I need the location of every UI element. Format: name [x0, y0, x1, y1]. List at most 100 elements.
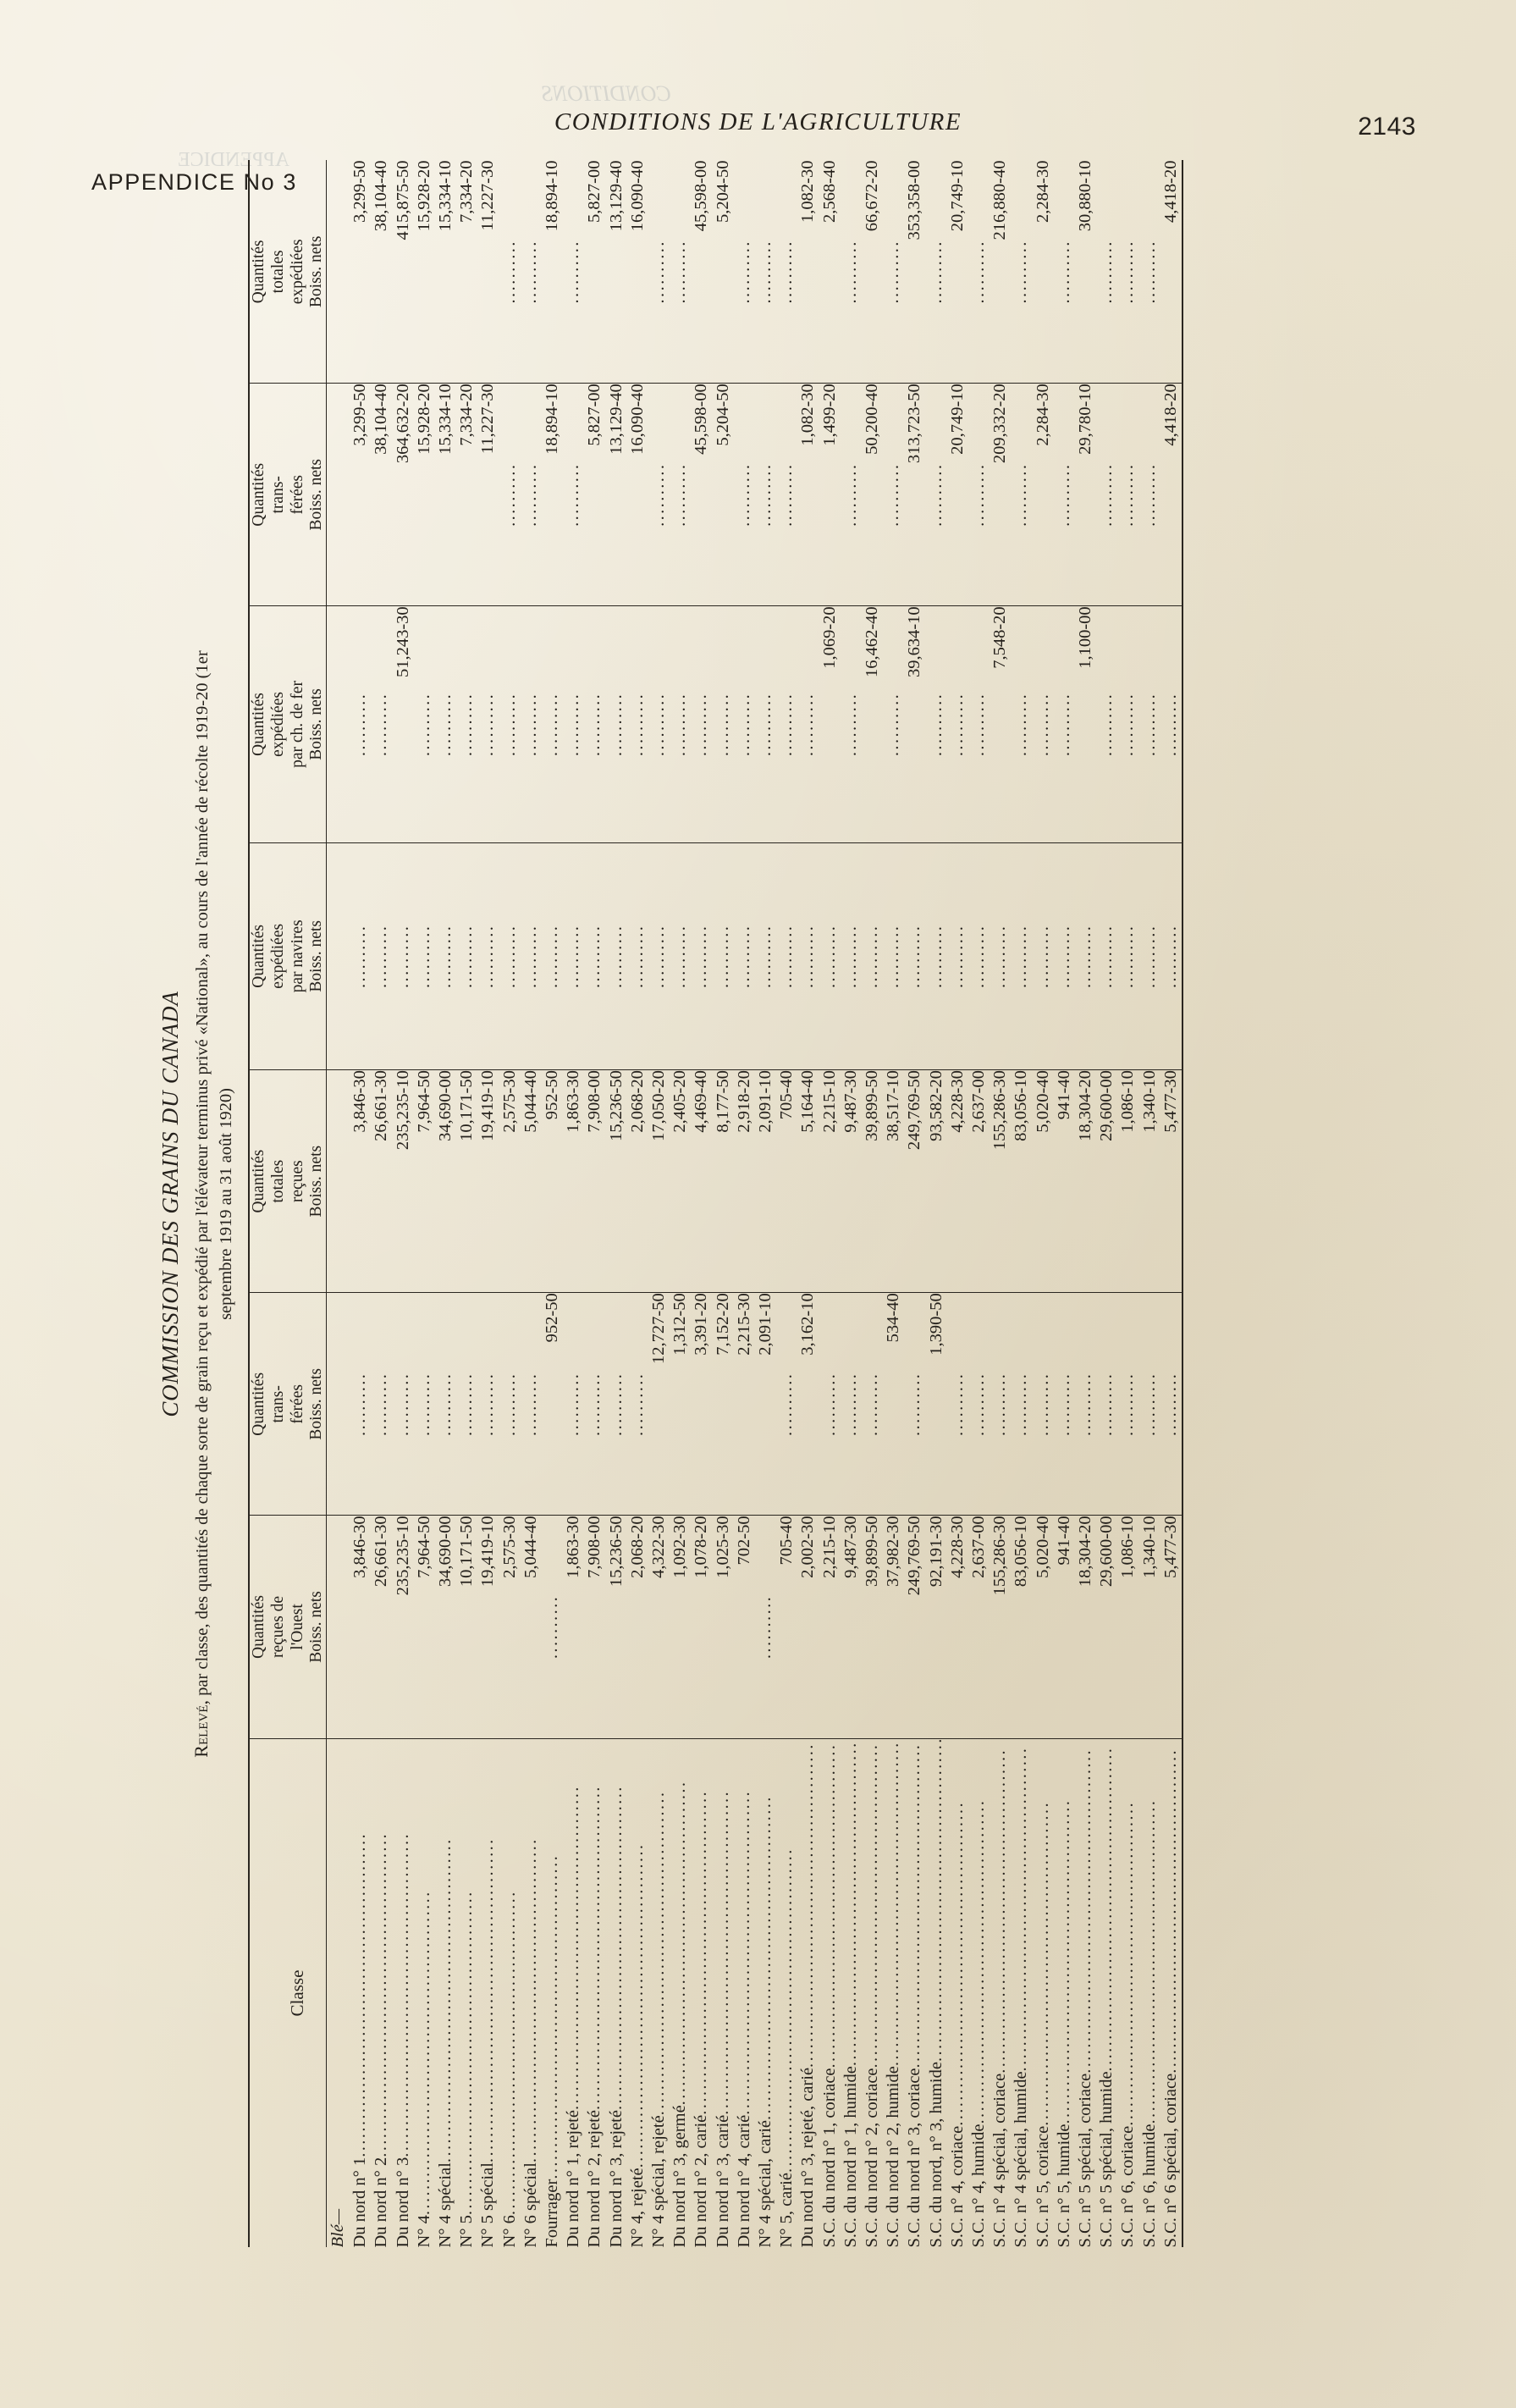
cell-transferees_out: 38,104-40 — [370, 383, 393, 606]
cell-empty-totales_exp: .......... — [648, 160, 670, 384]
table-title: COMMISSION DES GRAINS DU CANADA — [157, 991, 183, 1417]
cell-empty-transferees_out: .......... — [1138, 383, 1160, 606]
row-label-text: S.C. n° 5 spécial, coriace — [1075, 2073, 1094, 2248]
cell-exp_chfer: 51,243-30 — [392, 605, 414, 843]
row-label-text: Du nord n° 1, rejeté — [563, 2110, 582, 2248]
cell-empty-exp_navires: .......... — [499, 842, 521, 1070]
cell-totales_recues: 3,846-30 — [349, 1069, 371, 1293]
cell-totales_exp: 7,334-20 — [455, 160, 477, 384]
group-row-spacer — [326, 383, 350, 606]
cell-empty-totales_exp: .......... — [1138, 160, 1160, 384]
leader-dots: ........................................… — [755, 1795, 775, 2120]
cell-empty-exp_navires: .......... — [989, 842, 1011, 1070]
row-label-text: Fourrager — [542, 2179, 561, 2248]
cell-transferees_out: 16,090-40 — [626, 383, 648, 606]
cell-empty-totales_exp: .......... — [1116, 160, 1139, 384]
cell-totales_exp: 1,082-30 — [797, 160, 819, 384]
leader-dots: ........................................… — [648, 1790, 668, 2116]
cell-recues_ouest: 34,690-00 — [434, 1515, 456, 1739]
cell-empty-exp_navires: .......... — [903, 842, 926, 1070]
cell-recues_ouest: 249,769-50 — [903, 1515, 926, 1739]
cell-recues_ouest: 3,846-30 — [349, 1515, 371, 1739]
cell-transferees_out: 15,928-20 — [413, 383, 435, 606]
cell-transferees_out: 18,894-10 — [541, 383, 563, 606]
cell-transferees_out: 45,598-00 — [690, 383, 713, 606]
cell-recues_ouest: 83,056-10 — [1010, 1515, 1033, 1739]
column-header-expediees-navires: Quantités expédiées par navires — [248, 842, 307, 1070]
cell-empty-exp_chfer: .......... — [690, 605, 713, 843]
cell-empty-transferees_in: .......... — [946, 1292, 968, 1516]
cell-empty-exp_navires: .......... — [1010, 842, 1033, 1070]
cell-empty-exp_chfer: .......... — [775, 605, 797, 843]
cell-totales_exp: 2,284-30 — [1032, 160, 1054, 384]
cell-empty-exp_navires: .......... — [840, 842, 862, 1070]
leader-dots: ........................................… — [734, 1789, 753, 2115]
column-header-expediees-chemin-de-fer: Quantités expédiées par ch. de fer — [248, 605, 307, 843]
cell-empty-transferees_in: .......... — [499, 1292, 521, 1516]
cell-empty-transferees_out: .......... — [1010, 383, 1033, 606]
cell-transferees_in: 1,312-50 — [669, 1292, 691, 1516]
cell-empty-transferees_in: .......... — [903, 1292, 926, 1516]
cell-recues_ouest: 18,304-20 — [1074, 1515, 1096, 1739]
row-label-text: N° 5 — [456, 2215, 476, 2248]
cell-empty-transferees_in: .......... — [434, 1292, 456, 1516]
cell-totales_exp: 2,568-40 — [819, 160, 841, 384]
cell-empty-totales_exp: .......... — [520, 160, 542, 384]
table-row: S.C. n° 6 spécial, coriace..............… — [1160, 160, 1182, 2248]
cell-recues_ouest: 5,477-30 — [1160, 1515, 1182, 1739]
cell-recues_ouest: 37,982-30 — [882, 1515, 904, 1739]
cell-empty-exp_navires: .......... — [349, 842, 371, 1070]
row-label-classe: S.C. n° 5, humide.......................… — [1053, 1738, 1074, 2248]
cell-empty-exp_chfer: .......... — [648, 605, 670, 843]
row-label-classe: Du nord n° 2, carié.....................… — [691, 1738, 712, 2248]
row-label-classe: N° 4 spécial, carié.....................… — [755, 1738, 776, 2247]
column-header-recues-ouest: Quantités reçues de l'Ouest — [248, 1515, 307, 1739]
cell-empty-totales_exp: .......... — [1095, 160, 1117, 384]
cell-empty-totales_exp: .......... — [775, 160, 797, 384]
cell-totales_exp: 5,827-00 — [583, 160, 606, 384]
cell-totales_recues: 18,304-20 — [1074, 1069, 1096, 1293]
cell-exp_chfer: 7,548-20 — [989, 605, 1011, 843]
cell-empty-exp_chfer: .......... — [520, 605, 542, 843]
cell-transferees_in: 534-40 — [882, 1292, 904, 1516]
leader-dots: ........................................… — [1075, 1748, 1094, 2074]
cell-empty-exp_chfer: .......... — [541, 605, 563, 843]
cell-empty-exp_navires: .......... — [712, 842, 734, 1070]
cell-totales_recues: 7,964-50 — [413, 1069, 435, 1293]
row-label-text: Du nord n° 3 — [393, 2157, 412, 2248]
leader-dots: ........................................… — [521, 1837, 540, 2163]
cell-totales_recues: 2,637-00 — [967, 1069, 990, 1293]
row-label-text: N° 6 — [499, 2215, 519, 2248]
cell-totales_recues: 93,582-20 — [925, 1069, 947, 1293]
cell-empty-transferees_out: .......... — [1116, 383, 1139, 606]
leader-dots: ........................................… — [797, 1742, 817, 2068]
cell-totales_recues: 19,419-10 — [477, 1069, 499, 1293]
table-row: S.C. n° 5, coriace......................… — [1032, 160, 1054, 2248]
cell-totales_recues: 39,899-50 — [861, 1069, 883, 1293]
cell-empty-transferees_in: .......... — [1010, 1292, 1033, 1516]
cell-recues_ouest: 155,286-30 — [989, 1515, 1011, 1739]
cell-transferees_in: 1,390-50 — [925, 1292, 947, 1516]
cell-totales_exp: 11,227-30 — [477, 160, 499, 384]
row-label-text: N° 6 spécial — [521, 2162, 540, 2248]
cell-totales_recues: 5,164-40 — [797, 1069, 819, 1293]
cell-empty-totales_exp: .......... — [967, 160, 990, 384]
row-label-text: S.C. n° 5, humide — [1054, 2124, 1073, 2248]
leader-dots: ........................................… — [947, 1801, 967, 2126]
cell-exp_chfer: 1,100-00 — [1074, 605, 1096, 843]
cell-transferees_in: 12,727-50 — [648, 1292, 670, 1516]
grain-statistics-table: Classe Quantités reçues de l'Ouest Quant… — [248, 160, 1183, 2248]
cell-empty-transferees_out: .......... — [669, 383, 691, 606]
cell-transferees_out: 1,499-20 — [819, 383, 841, 606]
row-label-text: Du nord n° 4, carié — [734, 2114, 753, 2248]
cell-empty-exp_navires: .......... — [455, 842, 477, 1070]
table-row: Du nord n° 3, germé.....................… — [669, 160, 691, 2248]
cell-empty-transferees_out: .......... — [925, 383, 947, 606]
table-row: N° 5 spécial............................… — [477, 160, 499, 2248]
leader-dots: ........................................… — [670, 1780, 689, 2106]
group-row-spacer — [326, 1515, 350, 1739]
cell-empty-exp_navires: .......... — [1053, 842, 1075, 1070]
cell-empty-transferees_out: .......... — [733, 383, 755, 606]
cell-empty-transferees_in: .......... — [392, 1292, 414, 1516]
cell-empty-exp_navires: .......... — [626, 842, 648, 1070]
